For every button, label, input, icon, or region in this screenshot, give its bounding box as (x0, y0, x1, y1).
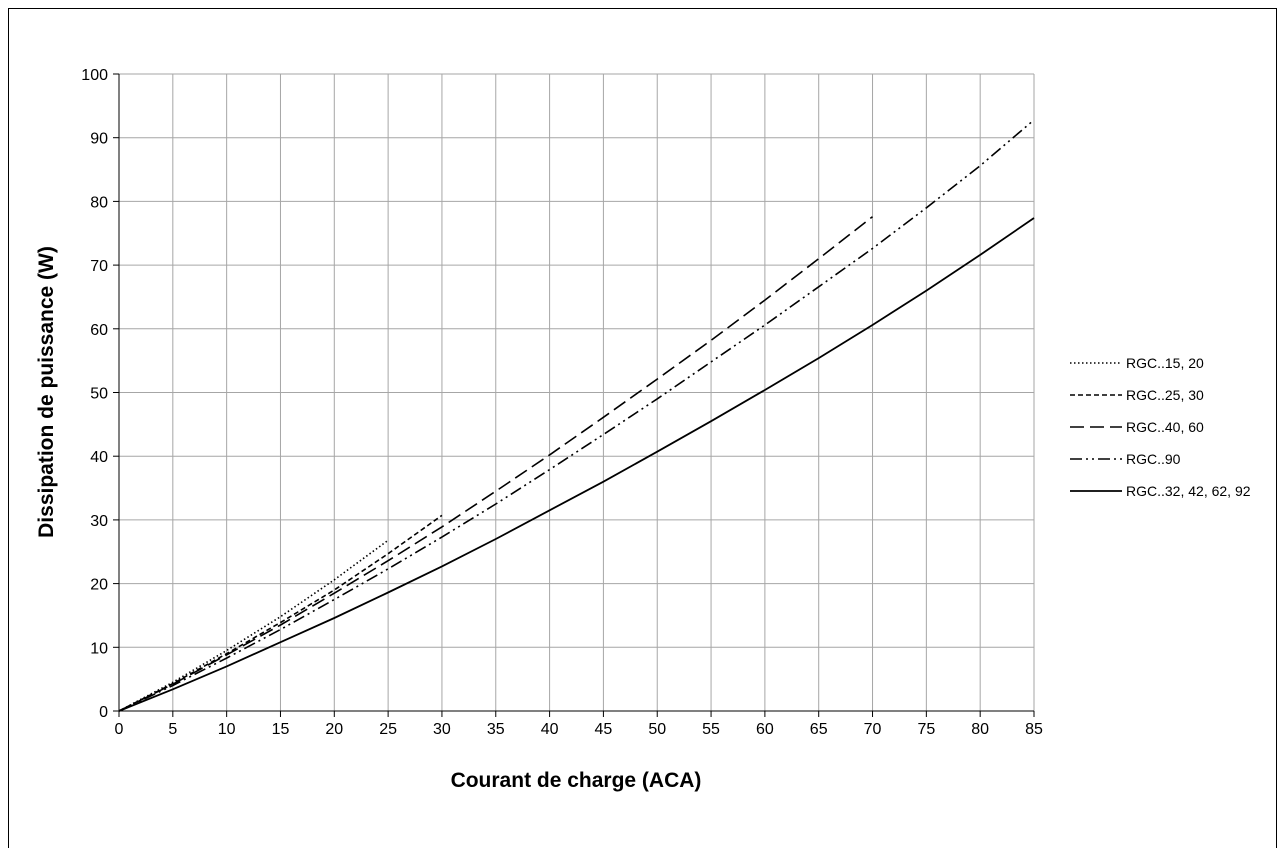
y-tick-label: 100 (81, 67, 108, 84)
series-line-4 (118, 119, 1035, 712)
legend-label: RGC..40, 60 (1126, 419, 1204, 435)
x-tick-label: 20 (325, 721, 343, 738)
x-tick-label: 30 (433, 721, 451, 738)
axes (113, 73, 1035, 717)
y-tick-label: 80 (90, 194, 108, 211)
y-tick-label: 70 (90, 258, 108, 275)
x-tick-label: 10 (218, 721, 236, 738)
legend-label: RGC..15, 20 (1126, 355, 1204, 371)
y-tick-label: 20 (90, 577, 108, 594)
series-line-5 (118, 217, 1035, 712)
y-tick-label: 40 (90, 449, 108, 466)
y-tick-label: 10 (90, 640, 108, 657)
x-tick-labels: 0 5 10 15 20 25 30 35 40 45 50 55 60 65 70 75 80 85 (115, 721, 1043, 738)
grid (118, 73, 1035, 712)
series-line-3 (118, 216, 873, 712)
series-line-1 (118, 539, 389, 712)
x-axis-title: Courant de charge (ACA) (451, 769, 702, 792)
x-tick-label: 55 (702, 721, 720, 738)
y-tick-label: 0 (99, 704, 108, 721)
x-tick-label: 40 (541, 721, 559, 738)
y-axis-title: Dissipation de puissance (W) (35, 246, 58, 538)
x-tick-label: 80 (971, 721, 989, 738)
legend-label: RGC..32, 42, 62, 92 (1126, 483, 1251, 499)
y-tick-labels: 0 10 20 30 40 50 60 70 80 90 100 (81, 67, 108, 721)
x-tick-label: 25 (379, 721, 397, 738)
x-tick-label: 0 (115, 721, 124, 738)
x-tick-label: 65 (810, 721, 828, 738)
legend: RGC..15, 20 RGC..25, 30 RGC..40, 60 RGC..90… (1070, 355, 1251, 499)
x-tick-label: 5 (168, 721, 177, 738)
x-tick-label: 50 (648, 721, 666, 738)
y-tick-label: 30 (90, 513, 108, 530)
chart-frame (8, 8, 1277, 848)
x-tick-label: 45 (595, 721, 613, 738)
y-tick-label: 60 (90, 322, 108, 339)
legend-label: RGC..25, 30 (1126, 387, 1204, 403)
legend-label: RGC..90 (1126, 451, 1181, 467)
x-tick-label: 70 (864, 721, 882, 738)
y-tick-label: 50 (90, 386, 108, 403)
x-tick-label: 60 (756, 721, 774, 738)
y-tick-label: 90 (90, 131, 108, 148)
x-tick-label: 15 (272, 721, 290, 738)
x-tick-label: 35 (487, 721, 505, 738)
series-lines (118, 119, 1035, 712)
x-tick-label: 85 (1025, 721, 1043, 738)
x-tick-label: 75 (917, 721, 935, 738)
